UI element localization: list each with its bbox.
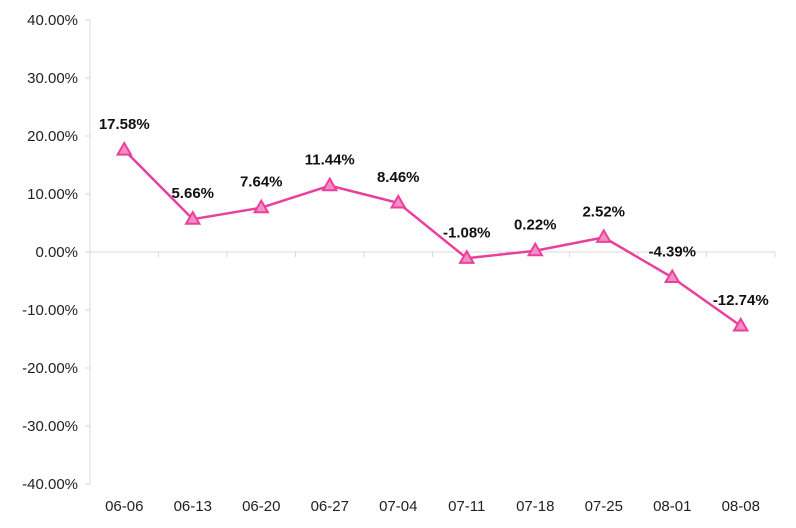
data-point-marker (321, 176, 339, 192)
data-point-marker (732, 316, 750, 332)
y-tick-label: -30.00% (22, 418, 78, 435)
data-label: 17.58% (99, 116, 150, 133)
y-tick-label: 10.00% (27, 186, 78, 203)
data-point-marker (595, 228, 613, 243)
y-tick-label: 0.00% (35, 244, 78, 261)
y-tick-label: -10.00% (22, 302, 78, 319)
y-tick-label: 40.00% (27, 12, 78, 29)
x-tick-label: 06-20 (242, 498, 280, 515)
x-axis-ticks: 06-06 06-13 06-20 06-27 07-04 07-11 07-18 07-25… (89, 252, 776, 515)
x-tick-label: 08-08 (722, 498, 760, 515)
y-axis-ticks: 40.00% 30.00% 20.00% 10.00% 0.00% -10.00% -20.… (22, 12, 90, 493)
data-label: 0.22% (514, 217, 557, 234)
data-point-marker (458, 249, 476, 264)
data-label: 7.64% (240, 174, 283, 191)
data-point-marker (252, 198, 270, 214)
x-tick-label: 06-27 (311, 498, 349, 515)
data-point-marker (526, 241, 544, 257)
data-label: 5.66% (171, 185, 214, 202)
x-tick-label: 06-13 (174, 498, 212, 515)
x-tick-label: 06-06 (105, 498, 143, 515)
data-point-marker (663, 268, 681, 284)
series-markers (115, 141, 750, 332)
data-label: 11.44% (305, 152, 355, 169)
data-point-marker (389, 193, 407, 209)
x-tick-label: 07-25 (585, 498, 623, 515)
y-tick-label: -40.00% (22, 476, 78, 493)
series-line (123, 149, 742, 327)
data-labels: 17.58% 5.66% 7.64% 11.44% 8.46% -1.08% 0.22% 2.… (99, 116, 769, 309)
data-label: -4.39% (648, 243, 696, 260)
data-point-marker (184, 210, 202, 225)
x-tick-label: 08-01 (653, 498, 691, 515)
data-label: 8.46% (377, 169, 420, 186)
y-tick-label: 30.00% (27, 70, 78, 87)
y-tick-label: -20.00% (22, 360, 78, 377)
x-tick-label: 07-11 (448, 498, 485, 515)
data-point-marker (115, 141, 133, 156)
x-tick-label: 07-18 (516, 498, 554, 515)
data-label: -12.74% (713, 292, 769, 309)
data-label: -1.08% (443, 224, 491, 241)
x-tick-label: 07-04 (379, 498, 417, 515)
y-tick-label: 20.00% (27, 128, 78, 145)
series-line-path (123, 149, 742, 327)
data-label: 2.52% (582, 203, 625, 220)
